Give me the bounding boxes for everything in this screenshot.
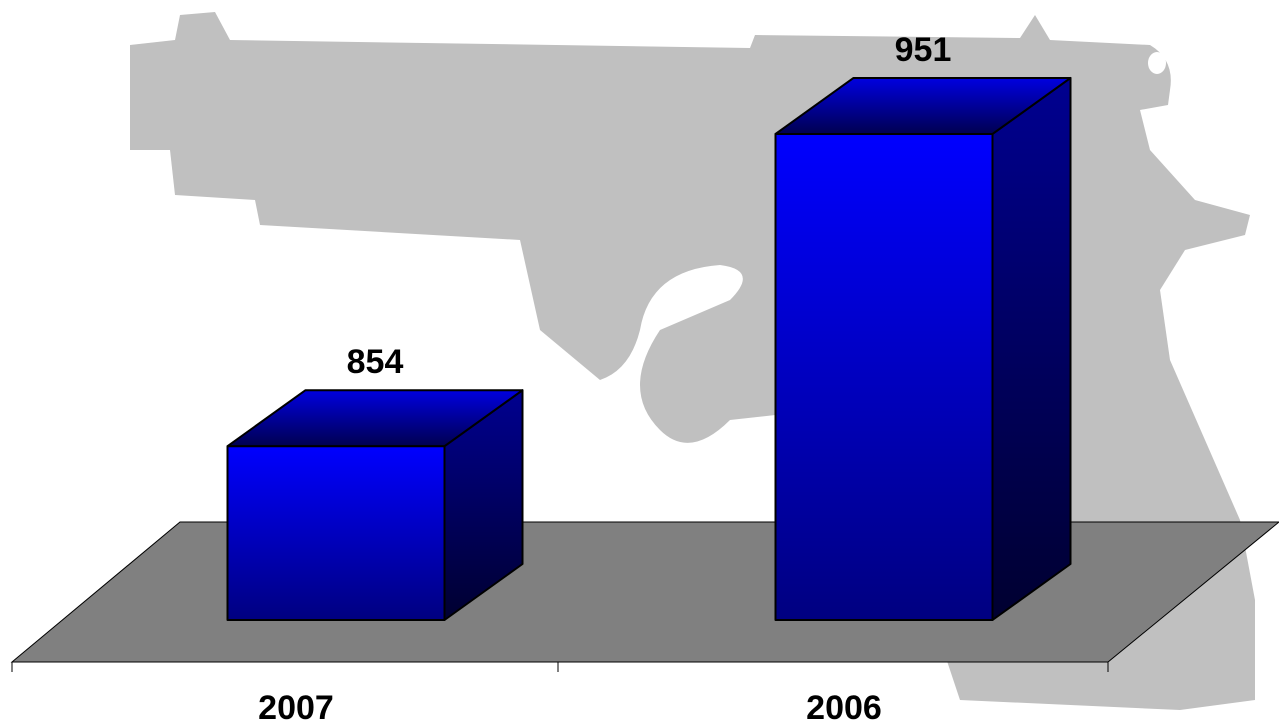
gun-ring bbox=[1148, 52, 1166, 74]
x-tick-label: 2007 bbox=[258, 689, 334, 726]
bar bbox=[226, 445, 446, 621]
x-tick-label: 2006 bbox=[806, 689, 882, 726]
bar bbox=[774, 132, 994, 621]
value-label: 951 bbox=[895, 31, 952, 69]
bar-side bbox=[991, 76, 1072, 621]
floor bbox=[10, 521, 1279, 663]
value-label: 854 bbox=[347, 343, 404, 381]
